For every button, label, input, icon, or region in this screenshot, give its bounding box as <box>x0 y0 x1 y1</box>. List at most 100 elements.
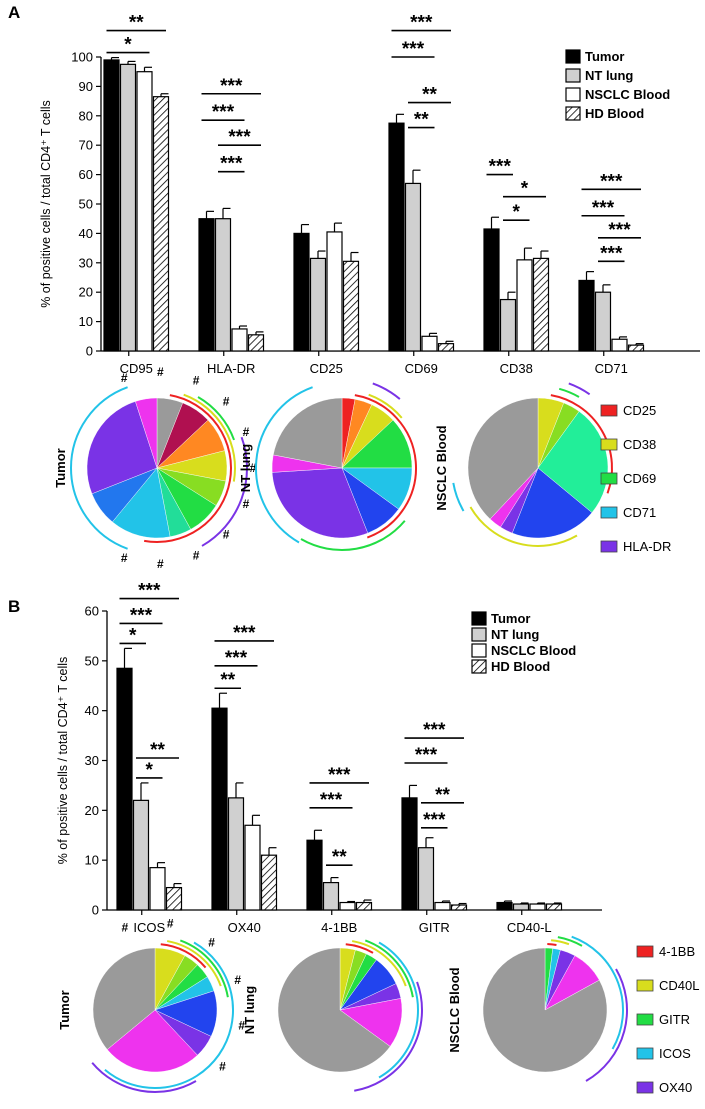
significance-mark: *** <box>225 648 248 669</box>
x-tick-label-hla-dr: HLA-DR <box>207 361 255 376</box>
y-tick-label: 100 <box>71 50 93 65</box>
y-tick-label: 10 <box>85 853 99 868</box>
pie-arc-nsclc-blood <box>571 935 624 1050</box>
bar-hd-blood-cd40-l <box>545 903 563 911</box>
pie-arc-tumor <box>183 393 236 482</box>
bar-nsclc-blood-icos <box>149 867 166 911</box>
pie-slice-nsclc-blood-4 <box>482 947 608 1073</box>
significance-mark: ** <box>332 847 347 868</box>
pie-legend-swatch-4-1bb <box>636 945 654 958</box>
legend-label-nsclc-blood: NSCLC Blood <box>491 643 576 658</box>
significance-mark: *** <box>220 154 243 175</box>
hash-mark: # <box>157 557 164 571</box>
x-tick-label-cd38: CD38 <box>500 361 533 376</box>
legend-swatch-tumor <box>471 611 487 626</box>
significance-mark: *** <box>220 76 243 97</box>
significance-mark: *** <box>402 39 425 60</box>
bar-nsclc-blood-cd38 <box>516 259 533 352</box>
pie-legend-swatch-icos <box>636 1047 654 1060</box>
pie-legend-swatch-cd40l <box>636 979 654 992</box>
significance-mark: *** <box>600 243 623 264</box>
legend-label-hd-blood: HD Blood <box>491 659 550 674</box>
pie-arc-nt-lung <box>372 382 401 400</box>
pie-legend-swatch-hla-dr <box>600 540 618 553</box>
pie-arc-tumor <box>179 939 229 998</box>
y-tick-label: 60 <box>85 604 99 619</box>
pie-arc-nsclc-blood <box>550 939 570 946</box>
bar-tumor-4-1bb <box>306 839 323 911</box>
hash-mark: # <box>250 461 257 475</box>
bar-nt-lung-cd71 <box>594 291 612 352</box>
hash-mark: # <box>193 549 200 563</box>
significance-mark: ** <box>129 13 144 34</box>
bar-nt-lung-cd38 <box>499 298 517 352</box>
y-tick-label: 30 <box>79 255 93 270</box>
pie-legend-label-icos: ICOS <box>659 1046 691 1061</box>
pie-legend-label-hla-dr: HLA-DR <box>623 539 671 554</box>
significance-mark: * <box>521 179 529 200</box>
hash-mark: # <box>157 365 164 379</box>
pie-slice-nt-lung-6 <box>277 947 391 1073</box>
pie-arc-nsclc-blood <box>547 943 557 946</box>
bar-tumor-hla-dr <box>198 218 215 352</box>
bar-tumor-ox40 <box>211 707 228 911</box>
pie-slice-nt-lung-8 <box>273 397 343 469</box>
pie-legend-swatch-cd69 <box>600 472 618 485</box>
legend-swatch-tumor <box>565 49 581 64</box>
y-tick-label: 40 <box>85 703 99 718</box>
bar-nt-lung-cd25 <box>309 257 327 352</box>
bar-nsclc-blood-gitr <box>434 901 451 911</box>
bar-nt-lung-icos <box>132 799 150 911</box>
pie-arc-nsclc-blood <box>452 482 465 512</box>
y-tick-label: 0 <box>86 344 93 359</box>
pie-label-nsclc-blood: NSCLC Blood <box>434 425 449 510</box>
significance-mark: *** <box>415 745 438 766</box>
y-tick-label: 90 <box>79 79 93 94</box>
significance-mark: *** <box>423 810 446 831</box>
legend-swatch-hd-blood <box>565 106 581 121</box>
significance-mark: ** <box>414 110 429 131</box>
legend-label-tumor: Tumor <box>491 611 530 626</box>
bar-hd-blood-hla-dr <box>247 334 265 352</box>
significance-mark: * <box>146 760 154 781</box>
pie-slice-nsclc-blood-6 <box>467 397 539 520</box>
legend-swatch-hd-blood <box>471 659 487 674</box>
x-tick-label-cd40-l: CD40-L <box>507 920 552 935</box>
bar-nsclc-blood-hla-dr <box>231 328 248 352</box>
pie-legend-swatch-gitr <box>636 1013 654 1026</box>
pie-legend-label-cd71: CD71 <box>623 505 656 520</box>
hash-mark: # <box>238 1018 245 1032</box>
bar-tumor-icos <box>116 667 133 911</box>
significance-mark: * <box>129 625 137 646</box>
pie-row-b: # # # # # # Tumor NT lung NSCLC Blood 4-1BB CD40L G… <box>57 916 699 1095</box>
y-tick-label: 80 <box>79 108 93 123</box>
pie-legend-label-cd38: CD38 <box>623 437 656 452</box>
hash-mark: # <box>167 916 174 930</box>
pie-label-nsclc-blood: NSCLC Blood <box>447 967 462 1052</box>
x-tick-label-cd69: CD69 <box>405 361 438 376</box>
significance-mark: *** <box>228 127 251 148</box>
x-tick-label-cd25: CD25 <box>310 361 343 376</box>
pie-slice-nt-lung-6 <box>271 467 369 539</box>
significance-mark: * <box>124 35 132 56</box>
bar-tumor-cd38 <box>483 228 500 352</box>
significance-mark: *** <box>320 790 343 811</box>
significance-mark: *** <box>328 765 351 786</box>
y-tick-label: 40 <box>79 226 93 241</box>
hash-mark: # <box>243 425 250 439</box>
panel-a-label: A <box>8 3 20 22</box>
bar-nsclc-blood-cd40-l <box>529 903 546 911</box>
pie-arc-nt-lung <box>354 981 423 1092</box>
y-tick-label: 50 <box>85 653 99 668</box>
significance-mark: *** <box>592 198 615 219</box>
legend-label-nsclc-blood: NSCLC Blood <box>585 87 670 102</box>
bar-chart-a: 0 10 20 30 40 50 60 70 80 90 100 % of positive cell… <box>39 13 700 376</box>
y-tick-label: 70 <box>79 138 93 153</box>
pie-arc-nsclc-blood <box>557 936 583 947</box>
bar-tumor-gitr <box>401 797 418 911</box>
y-tick-label: 20 <box>79 285 93 300</box>
legend-swatch-nsclc-blood <box>471 643 487 658</box>
pie-arc-tumor <box>69 386 128 550</box>
pie-label-nt-lung: NT lung <box>242 986 257 1034</box>
significance-mark: ** <box>422 85 437 106</box>
